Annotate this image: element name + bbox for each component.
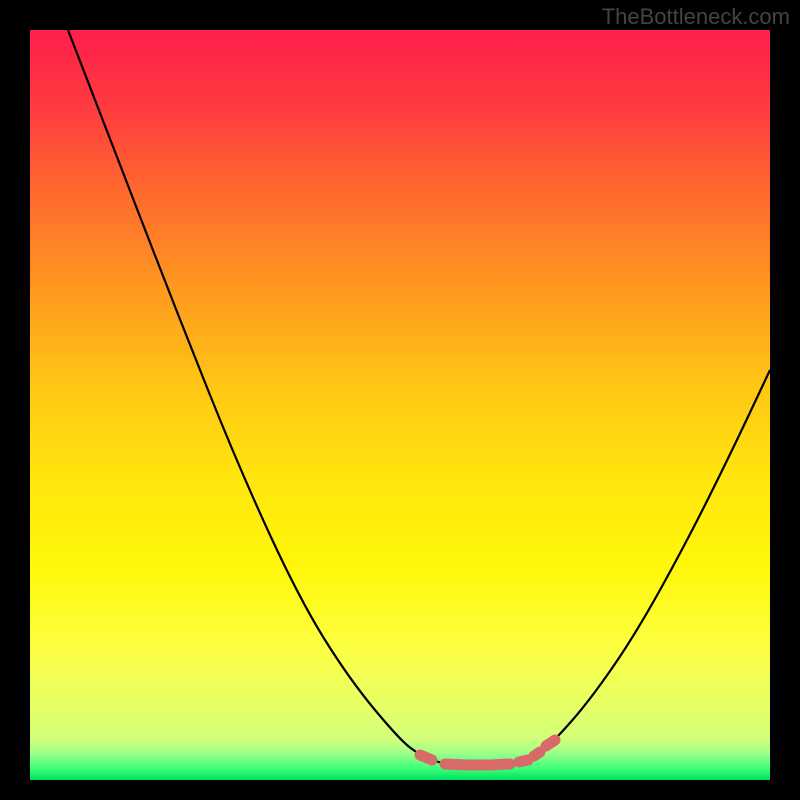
chart-container: TheBottleneck.com — [0, 0, 800, 800]
plot-area — [30, 30, 770, 780]
bottleneck-chart — [0, 0, 800, 800]
highlight-dash — [546, 740, 555, 746]
highlight-dash — [420, 755, 432, 760]
highlight-dash — [519, 760, 528, 762]
watermark-text: TheBottleneck.com — [602, 4, 790, 30]
highlight-dash — [534, 752, 540, 756]
highlight-dash — [490, 764, 510, 765]
